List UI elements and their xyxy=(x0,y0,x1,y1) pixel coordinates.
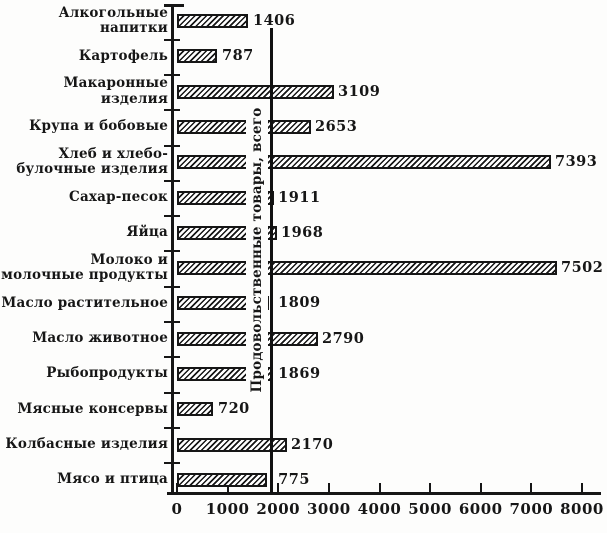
x-tick-label: 7000 xyxy=(509,500,554,518)
value-label: 1968 xyxy=(281,223,324,241)
y-tick xyxy=(164,356,180,358)
bar xyxy=(177,261,557,276)
x-tick xyxy=(327,483,330,492)
category-label: Колбасные изделия xyxy=(5,436,168,453)
bar xyxy=(177,155,551,170)
y-tick xyxy=(164,286,180,288)
category-label: Крупа и бобовые xyxy=(29,118,168,135)
y-tick xyxy=(164,250,180,252)
y-tick xyxy=(164,427,180,429)
value-label: 720 xyxy=(218,400,250,418)
reference-line xyxy=(270,28,273,493)
category-label: Яйца xyxy=(126,224,168,241)
value-label: 1809 xyxy=(278,294,321,312)
category-label: Масло растительное xyxy=(1,294,168,311)
bar xyxy=(177,402,213,417)
x-tick-label: 6000 xyxy=(458,500,503,518)
y-tick xyxy=(164,4,184,7)
value-label: 3109 xyxy=(338,82,381,100)
x-tick xyxy=(581,483,583,492)
y-tick xyxy=(164,109,180,111)
x-tick xyxy=(226,483,229,492)
x-tick-label: 1000 xyxy=(205,500,250,518)
y-tick xyxy=(164,39,180,41)
x-tick-label: 0 xyxy=(171,500,183,518)
x-tick-label: 3000 xyxy=(307,500,351,518)
category-label: Молоко и молочные продукты xyxy=(1,251,168,284)
y-tick xyxy=(164,74,180,76)
y-tick xyxy=(164,462,180,464)
x-tick xyxy=(277,483,280,492)
category-label: Картофель xyxy=(78,47,168,64)
x-tick xyxy=(530,483,533,492)
bar xyxy=(177,84,334,99)
category-label: Хлеб и хлебо- булочные изделия xyxy=(16,146,168,178)
bar xyxy=(177,14,248,28)
x-tick-label: 5000 xyxy=(408,500,452,518)
x-tick-label: 4000 xyxy=(357,500,402,518)
value-label: 1406 xyxy=(253,12,296,29)
x-axis-line xyxy=(167,492,601,495)
y-tick xyxy=(164,392,180,394)
value-label: 1869 xyxy=(278,365,321,382)
x-tick-label: 2000 xyxy=(256,500,301,518)
category-label: Макаронные изделия xyxy=(63,75,168,107)
category-label: Рыбопродукты xyxy=(46,365,168,382)
category-label: Сахар-песок xyxy=(69,188,168,205)
category-label: Мясо и птица xyxy=(57,471,168,488)
category-label: Масло животное xyxy=(32,330,168,347)
y-tick xyxy=(164,321,180,323)
y-tick xyxy=(164,215,180,217)
category-label: Мясные консервы xyxy=(17,400,168,417)
y-axis-line xyxy=(171,4,174,494)
value-label: 7393 xyxy=(555,153,598,171)
value-label: 2653 xyxy=(315,117,358,135)
x-tick xyxy=(479,483,482,492)
reference-line-label: Продовольственные товары, всего xyxy=(246,105,268,395)
bar xyxy=(177,119,311,134)
value-label: 1911 xyxy=(278,188,321,206)
x-tick xyxy=(176,483,178,492)
x-tick xyxy=(429,483,432,492)
y-tick xyxy=(164,180,180,182)
value-label: 787 xyxy=(222,47,254,65)
x-tick xyxy=(378,483,381,492)
value-label: 7502 xyxy=(561,259,604,277)
bar xyxy=(177,437,287,452)
x-tick-label: 8000 xyxy=(560,500,604,518)
category-label: Алкогольные напитки xyxy=(58,4,168,36)
value-label: 775 xyxy=(278,470,310,488)
bar xyxy=(177,472,267,487)
value-label: 2170 xyxy=(291,435,334,453)
value-label: 2790 xyxy=(322,329,365,347)
bar xyxy=(177,49,217,64)
y-tick xyxy=(164,145,180,147)
